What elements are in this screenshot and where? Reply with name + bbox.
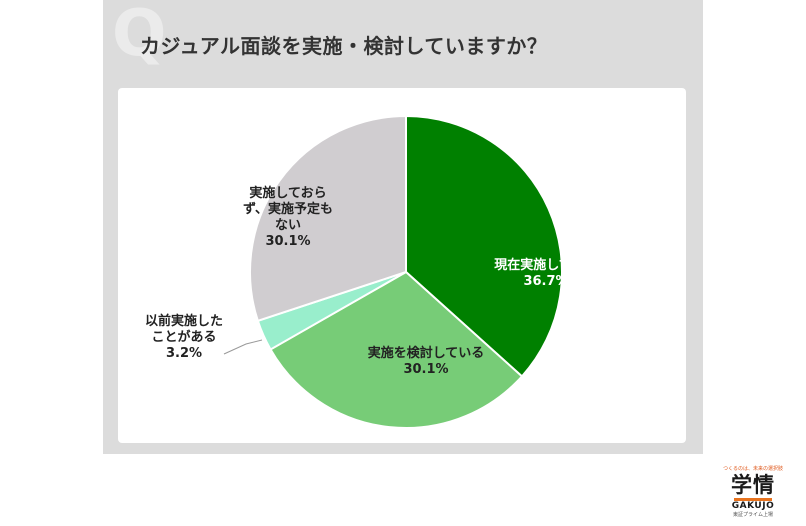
pie-slice-2	[269, 270, 524, 429]
logo-subtitle: 東証プライム上場	[733, 512, 773, 518]
pie-slice-4	[249, 114, 407, 323]
data-label-1: 36.7%	[523, 274, 568, 289]
logo-name: GAKUJO	[731, 501, 775, 511]
q-mark: Q	[112, 0, 167, 71]
logo-tagline: つくるのは、未来の選択肢	[723, 466, 783, 472]
slice-label-3-line-2: ことがある	[151, 329, 216, 345]
slice-label-1-line-1: 現在実施している	[494, 257, 598, 273]
slice-label-4-line-1: 実施しておら	[249, 185, 326, 201]
slide: Q カジュアル面談を実施・検討していますか？ 現在実施している 36.7% 実施を検…	[103, 0, 783, 518]
logo-mark: 学情	[731, 473, 775, 497]
chart-card: 現在実施している 36.7% 実施を検討している 30.1% 以前実施した ことがある 3.…	[118, 88, 783, 518]
data-label-3: 3.2%	[166, 346, 202, 361]
slice-label-4-line-2: ず、実施予定も	[243, 201, 333, 217]
slice-label-4-line-3: ない	[275, 218, 301, 233]
pie-chart: 現在実施している36.7%実施を検討している30.1%以前実施したことがある3.…	[145, 114, 598, 429]
pie-slice-1	[405, 114, 563, 378]
data-label-4: 30.1%	[265, 234, 310, 249]
slice-label-3-line-1: 以前実施した	[145, 313, 223, 329]
slice-label-2-line-1: 実施を検討している	[368, 345, 485, 361]
gakujo-logo: つくるのは、未来の選択肢 学情 GAKUJO 東証プライム上場	[718, 466, 788, 526]
leader-line-3	[223, 339, 263, 355]
data-label-2: 30.1%	[403, 362, 448, 377]
page-title: カジュアル面談を実施・検討していますか？	[140, 34, 548, 58]
